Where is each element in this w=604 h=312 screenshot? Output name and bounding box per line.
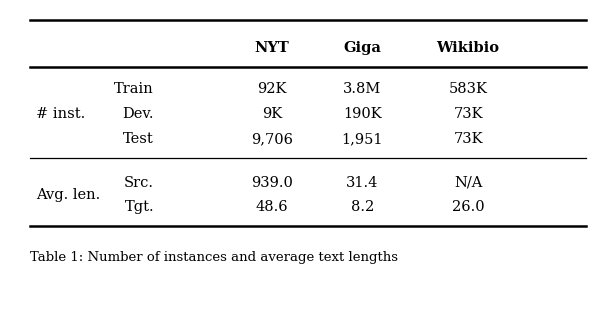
Text: Src.: Src. [124,176,154,189]
Text: 73K: 73K [453,132,483,146]
Text: 9,706: 9,706 [251,132,293,146]
Text: Test: Test [123,132,154,146]
Text: 583K: 583K [449,82,487,96]
Text: 48.6: 48.6 [255,201,288,214]
Text: 1,951: 1,951 [342,132,383,146]
Text: 26.0: 26.0 [452,201,484,214]
Text: # inst.: # inst. [36,107,86,121]
Text: Avg. len.: Avg. len. [36,188,100,202]
Text: N/A: N/A [454,176,482,189]
Text: 73K: 73K [453,107,483,121]
Text: Giga: Giga [344,41,381,55]
Text: Tgt.: Tgt. [124,201,154,214]
Text: 939.0: 939.0 [251,176,293,189]
Text: 8.2: 8.2 [351,201,374,214]
Text: 190K: 190K [343,107,382,121]
Text: 3.8M: 3.8M [343,82,382,96]
Text: Table 1: Number of instances and average text lengths: Table 1: Number of instances and average… [30,251,398,264]
Text: Dev.: Dev. [123,107,154,121]
Text: 9K: 9K [262,107,282,121]
Text: 31.4: 31.4 [346,176,379,189]
Text: Train: Train [114,82,154,96]
Text: NYT: NYT [254,41,289,55]
Text: Wikibio: Wikibio [437,41,500,55]
Text: 92K: 92K [257,82,286,96]
